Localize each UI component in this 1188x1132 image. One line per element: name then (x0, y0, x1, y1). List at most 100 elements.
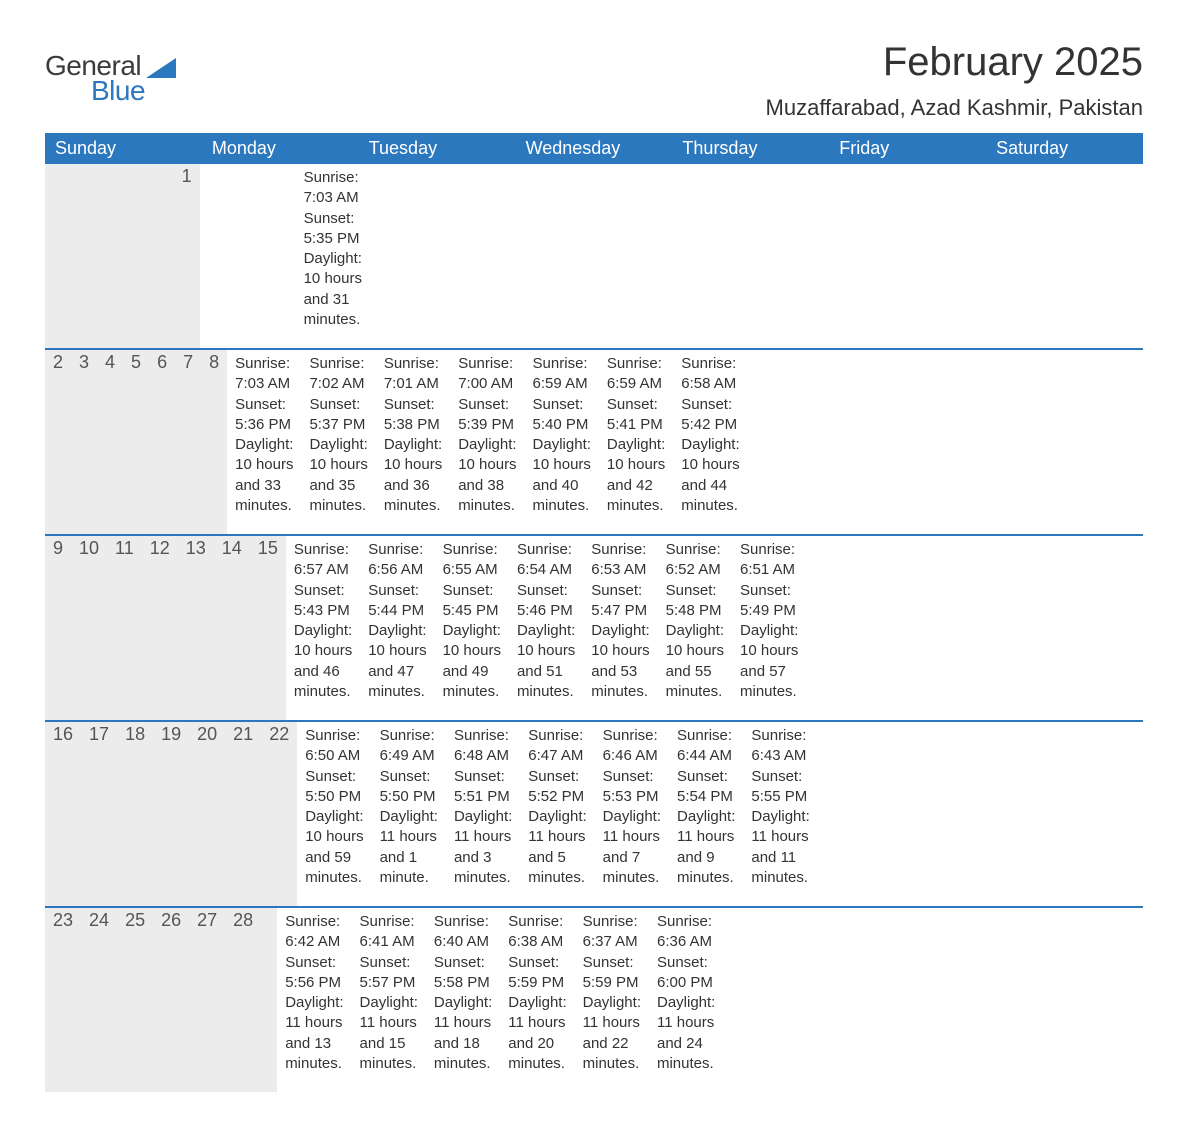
week-row: 232425262728Sunrise: 6:42 AMSunset: 5:56… (45, 906, 1143, 1092)
daylight-text: Daylight: 11 hours and 15 minutes. (360, 993, 418, 1074)
daylight-text: Daylight: 11 hours and 22 minutes. (583, 993, 641, 1074)
sunset-text: Sunset: 5:48 PM (666, 581, 724, 622)
weekday-friday: Friday (829, 133, 986, 164)
sunrise-text: Sunrise: 6:59 AM (533, 354, 591, 395)
day-content (200, 164, 216, 348)
sunrise-text: Sunrise: 6:59 AM (607, 354, 665, 395)
day-number-strip: 1 (45, 164, 200, 348)
sunset-text: Sunset: 5:40 PM (533, 395, 591, 436)
day-number: 16 (45, 722, 81, 906)
day-number: 24 (81, 908, 117, 1092)
day-content (264, 164, 280, 348)
sunset-text: Sunset: 5:51 PM (454, 767, 512, 808)
daylight-text: Daylight: 11 hours and 24 minutes. (657, 993, 715, 1074)
day-number-strip: 2345678 (45, 350, 227, 534)
day-number: 22 (261, 722, 297, 906)
day-number: 17 (81, 722, 117, 906)
sunrise-text: Sunrise: 6:57 AM (294, 540, 352, 581)
day-number (109, 164, 130, 348)
sunrise-text: Sunrise: 6:47 AM (528, 726, 586, 767)
day-number: 11 (107, 536, 142, 720)
weeks-container: 1Sunrise: 7:03 AMSunset: 5:35 PMDaylight… (45, 164, 1143, 1092)
day-number: 20 (189, 722, 225, 906)
day-number: 18 (117, 722, 153, 906)
sunset-text: Sunset: 5:46 PM (517, 581, 575, 622)
daylight-text: Daylight: 11 hours and 7 minutes. (603, 807, 661, 888)
day-number: 15 (250, 536, 286, 720)
sunset-text: Sunset: 5:38 PM (384, 395, 442, 436)
header: General Blue February 2025 Muzaffarabad,… (45, 40, 1143, 121)
sunrise-text: Sunrise: 6:43 AM (751, 726, 809, 767)
day-content: Sunrise: 6:56 AMSunset: 5:44 PMDaylight:… (360, 536, 434, 720)
sunset-text: Sunset: 5:59 PM (508, 953, 566, 994)
sunrise-text: Sunrise: 6:44 AM (677, 726, 735, 767)
title-block: February 2025 Muzaffarabad, Azad Kashmir… (766, 40, 1143, 121)
day-content: Sunrise: 6:40 AMSunset: 5:58 PMDaylight:… (426, 908, 500, 1092)
day-number: 9 (45, 536, 71, 720)
day-number: 26 (153, 908, 189, 1092)
sunrise-text: Sunrise: 7:00 AM (458, 354, 516, 395)
sunset-text: Sunset: 5:53 PM (603, 767, 661, 808)
day-number (88, 164, 109, 348)
sunrise-text: Sunrise: 7:01 AM (384, 354, 442, 395)
weekday-saturday: Saturday (986, 133, 1143, 164)
day-content: Sunrise: 6:42 AMSunset: 5:56 PMDaylight:… (277, 908, 351, 1092)
weekday-tuesday: Tuesday (359, 133, 516, 164)
sunset-text: Sunset: 5:43 PM (294, 581, 352, 622)
sunrise-text: Sunrise: 6:36 AM (657, 912, 715, 953)
sunset-text: Sunset: 5:35 PM (304, 209, 362, 250)
day-content: Sunrise: 6:49 AMSunset: 5:50 PMDaylight:… (372, 722, 446, 906)
day-content: Sunrise: 6:47 AMSunset: 5:52 PMDaylight:… (520, 722, 594, 906)
day-content (216, 164, 232, 348)
daylight-text: Daylight: 10 hours and 33 minutes. (235, 435, 293, 516)
sunrise-text: Sunrise: 6:50 AM (305, 726, 363, 767)
day-number: 7 (175, 350, 201, 534)
daylight-text: Daylight: 11 hours and 9 minutes. (677, 807, 735, 888)
daylight-text: Daylight: 10 hours and 55 minutes. (666, 621, 724, 702)
day-content-strip: Sunrise: 7:03 AMSunset: 5:35 PMDaylight:… (200, 164, 370, 348)
day-content (232, 164, 248, 348)
day-number: 4 (97, 350, 123, 534)
daylight-text: Daylight: 10 hours and 59 minutes. (305, 807, 363, 888)
daylight-text: Daylight: 10 hours and 49 minutes. (443, 621, 501, 702)
day-number: 3 (71, 350, 97, 534)
sunrise-text: Sunrise: 7:03 AM (235, 354, 293, 395)
sunrise-text: Sunrise: 6:37 AM (583, 912, 641, 953)
day-number: 1 (174, 164, 200, 348)
day-content: Sunrise: 6:59 AMSunset: 5:40 PMDaylight:… (525, 350, 599, 534)
sunset-text: Sunset: 5:59 PM (583, 953, 641, 994)
day-content (280, 164, 296, 348)
daylight-text: Daylight: 10 hours and 42 minutes. (607, 435, 665, 516)
daylight-text: Daylight: 10 hours and 57 minutes. (740, 621, 798, 702)
sunrise-text: Sunrise: 6:40 AM (434, 912, 492, 953)
sunset-text: Sunset: 5:49 PM (740, 581, 798, 622)
daylight-text: Daylight: 10 hours and 51 minutes. (517, 621, 575, 702)
day-content: Sunrise: 7:00 AMSunset: 5:39 PMDaylight:… (450, 350, 524, 534)
day-content: Sunrise: 6:38 AMSunset: 5:59 PMDaylight:… (500, 908, 574, 1092)
day-number: 28 (225, 908, 261, 1092)
daylight-text: Daylight: 11 hours and 5 minutes. (528, 807, 586, 888)
day-number: 2 (45, 350, 71, 534)
day-content-strip: Sunrise: 6:42 AMSunset: 5:56 PMDaylight:… (277, 908, 739, 1092)
day-content: Sunrise: 6:59 AMSunset: 5:41 PMDaylight:… (599, 350, 673, 534)
daylight-text: Daylight: 10 hours and 46 minutes. (294, 621, 352, 702)
day-content: Sunrise: 6:37 AMSunset: 5:59 PMDaylight:… (575, 908, 649, 1092)
sunset-text: Sunset: 5:50 PM (380, 767, 438, 808)
sunset-text: Sunset: 5:39 PM (458, 395, 516, 436)
sunrise-text: Sunrise: 6:52 AM (666, 540, 724, 581)
daylight-text: Daylight: 11 hours and 13 minutes. (285, 993, 343, 1074)
day-number: 27 (189, 908, 225, 1092)
day-content: Sunrise: 7:01 AMSunset: 5:38 PMDaylight:… (376, 350, 450, 534)
day-number: 10 (71, 536, 107, 720)
daylight-text: Daylight: 11 hours and 18 minutes. (434, 993, 492, 1074)
daylight-text: Daylight: 10 hours and 53 minutes. (591, 621, 649, 702)
sunrise-text: Sunrise: 6:38 AM (508, 912, 566, 953)
day-content-strip: Sunrise: 7:03 AMSunset: 5:36 PMDaylight:… (227, 350, 748, 534)
day-content (248, 164, 264, 348)
day-content: Sunrise: 7:03 AMSunset: 5:35 PMDaylight:… (296, 164, 370, 348)
weekday-thursday: Thursday (672, 133, 829, 164)
sunset-text: Sunset: 5:52 PM (528, 767, 586, 808)
sunrise-text: Sunrise: 6:58 AM (681, 354, 739, 395)
day-number (45, 164, 66, 348)
day-number: 12 (142, 536, 178, 720)
